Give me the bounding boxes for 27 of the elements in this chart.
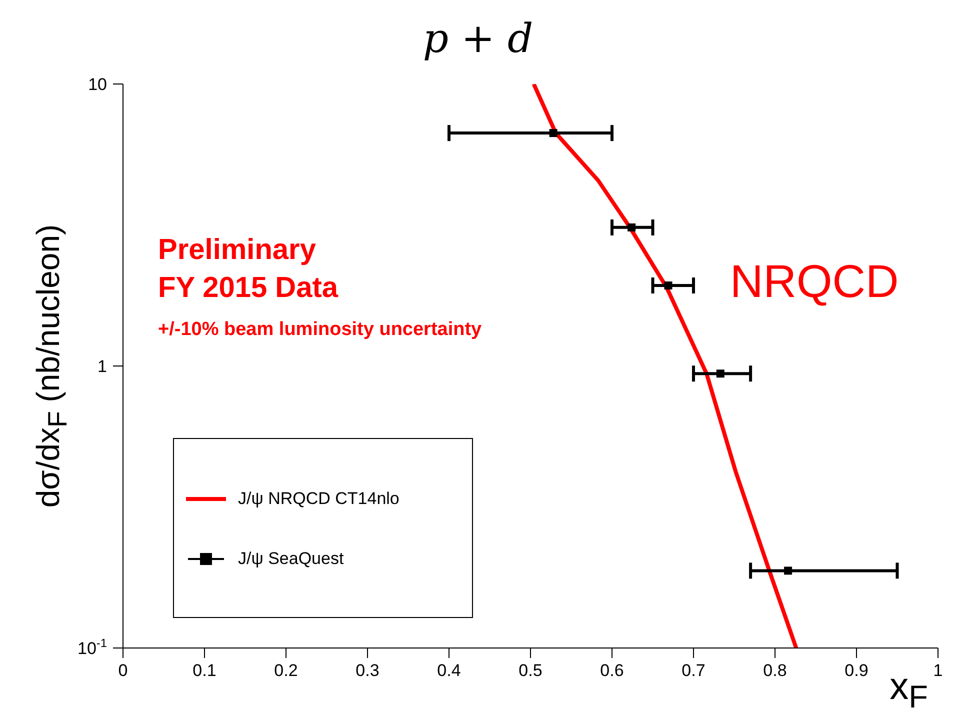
y-tick-label: 10 — [88, 75, 107, 94]
x-tick-label: 0.5 — [518, 661, 542, 680]
point — [784, 566, 792, 575]
x-tick-label: 0 — [118, 661, 128, 680]
legend-label: J/ψ SeaQuest — [238, 549, 344, 569]
x-tick-label: 0.2 — [274, 661, 298, 680]
x-axis-title: x$_{F}$ — [890, 666, 928, 713]
point — [549, 129, 558, 138]
x-tick-label: 0.9 — [844, 661, 868, 680]
x-tick-label: 0.8 — [763, 661, 787, 680]
x-tick-label: 0.7 — [682, 661, 706, 680]
annotation: Preliminary — [158, 234, 316, 267]
x-tick-label: 0.4 — [437, 661, 461, 680]
annotation: +/-10% beam luminosity uncertainty — [158, 319, 482, 341]
x-tick-label: 1 — [933, 661, 943, 680]
point — [628, 223, 636, 232]
x-tick-label: 0.6 — [600, 661, 624, 680]
x-tick-label: 0.3 — [356, 661, 380, 680]
chart-title: p + d — [422, 16, 534, 62]
y-tick-label: 10$^{-1}$ — [78, 636, 108, 658]
annotation: NRQCD — [730, 254, 899, 308]
point — [716, 370, 724, 378]
legend-label: J/ψ NRQCD CT14nlo — [238, 489, 400, 509]
annotation: FY 2015 Data — [158, 272, 338, 305]
point — [664, 281, 672, 290]
x-tick-label: 0.1 — [192, 661, 216, 680]
y-tick-label: 1 — [98, 357, 107, 376]
